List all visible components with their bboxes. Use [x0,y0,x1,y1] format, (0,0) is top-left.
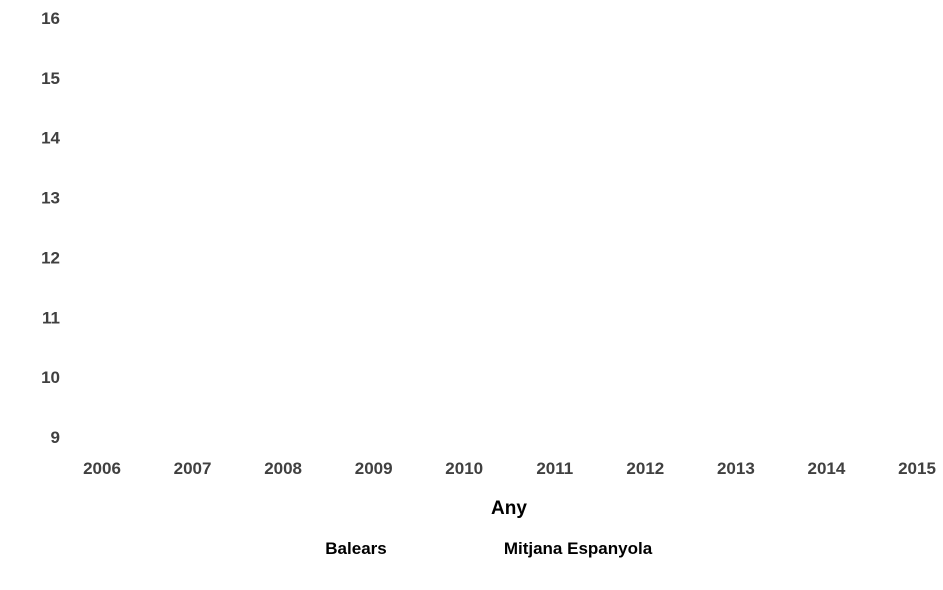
y-tick-label: 14 [41,129,60,148]
x-tick-label: 2012 [626,459,664,478]
x-tick-label: 2010 [445,459,483,478]
legend-entry-label: Mitjana Espanyola [504,539,653,558]
x-tick-label: 2006 [83,459,121,478]
x-tick-label: 2008 [264,459,302,478]
y-tick-label: 16 [41,9,60,28]
x-tick-label: 2015 [898,459,936,478]
x-axis-tick-labels: 2006 2007 2008 2009 2010 2011 2012 2013 2014 2015 [83,459,936,478]
y-tick-label: 10 [41,368,60,387]
y-tick-label: 15 [41,69,60,88]
x-tick-label: 2009 [355,459,393,478]
y-tick-label: 11 [42,308,60,327]
x-tick-label: 2011 [536,459,573,478]
x-tick-label: 2014 [808,459,846,478]
legend: Balears Mitjana Espanyola [325,539,652,558]
y-axis-tick-labels: 9 10 11 12 13 14 15 16 [41,9,60,447]
y-tick-label: 13 [41,189,60,208]
y-tick-label: 12 [41,248,60,267]
y-tick-label: 9 [51,428,60,447]
legend-entry-label: Balears [325,539,386,558]
x-tick-label: 2013 [717,459,755,478]
x-axis-title: Any [491,498,527,519]
x-tick-label: 2007 [174,459,212,478]
